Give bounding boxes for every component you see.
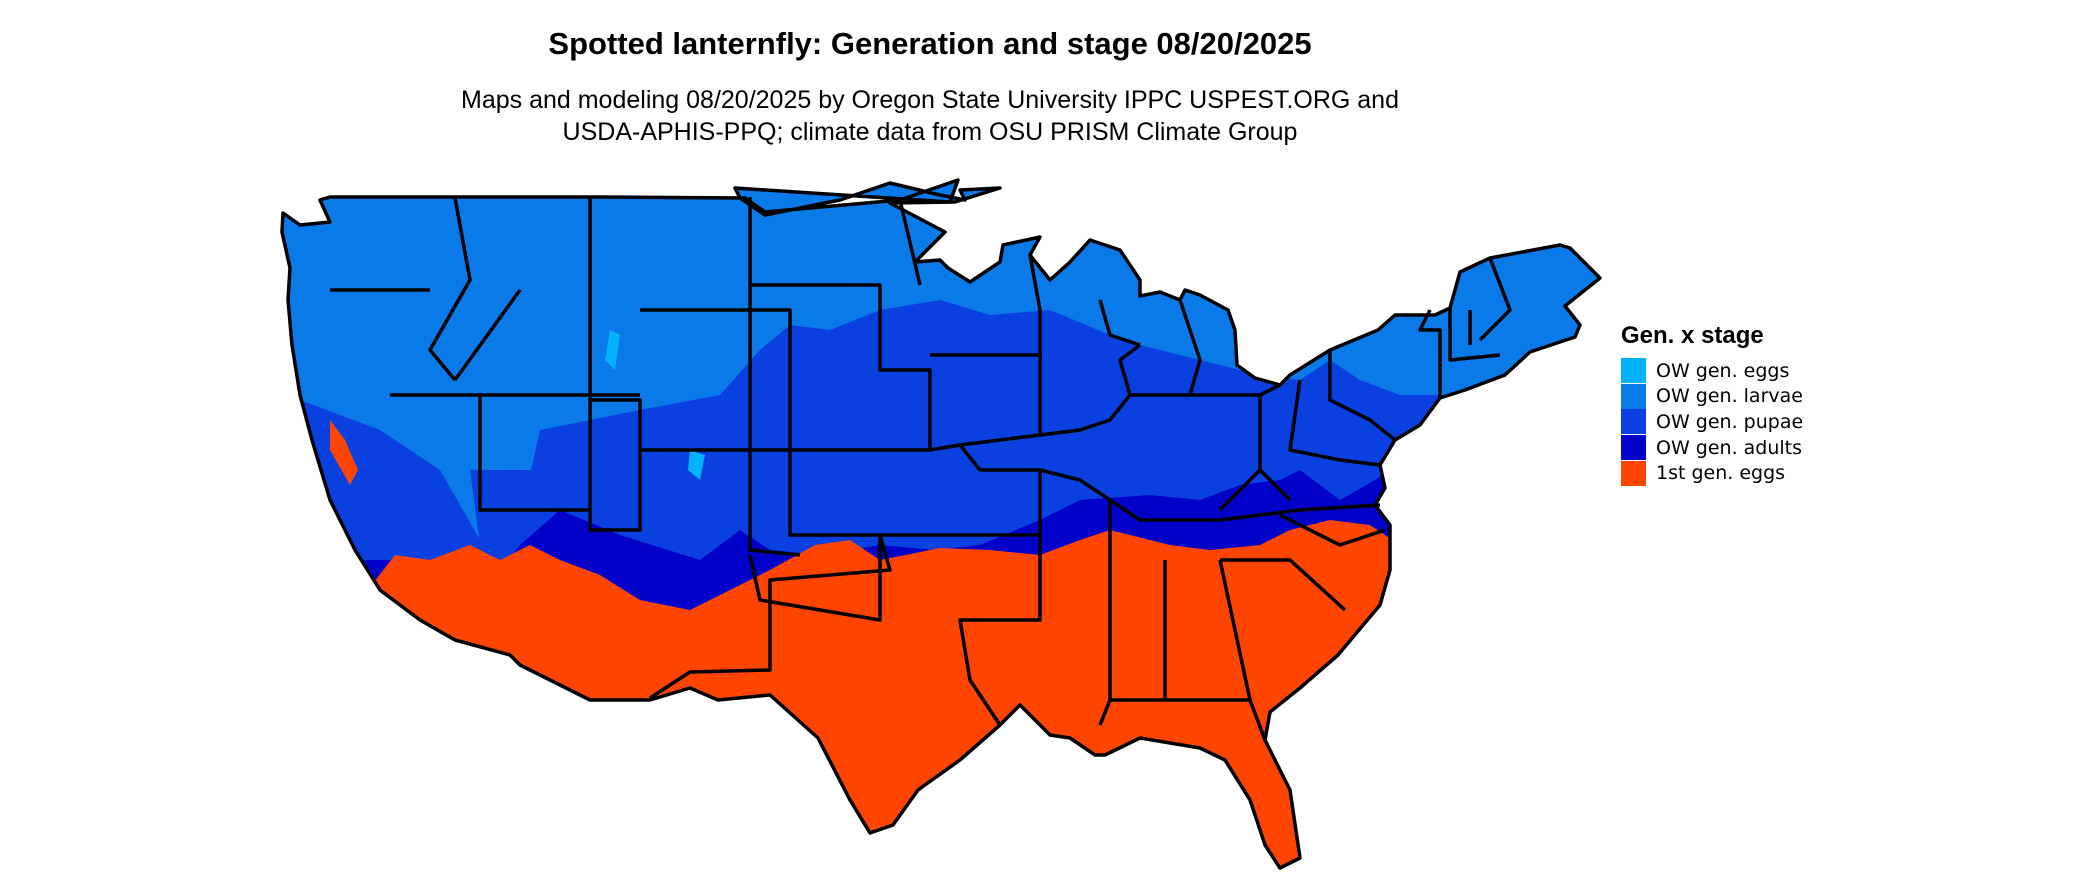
legend: Gen. x stage OW gen. eggs OW gen. larvae O…: [1621, 322, 1803, 486]
zone-sw-pupae: [470, 470, 560, 545]
legend-item: OW gen. larvae: [1621, 383, 1803, 410]
legend-swatch: [1621, 435, 1646, 461]
zone-ow-eggs-rockies: [688, 450, 705, 480]
legend-label: 1st gen. eggs: [1656, 462, 1786, 485]
subtitle-line-1: Maps and modeling 08/20/2025 by Oregon S…: [461, 86, 1399, 114]
legend-swatch: [1621, 460, 1646, 486]
legend-item: OW gen. pupae: [1621, 409, 1803, 435]
legend-label: OW gen. larvae: [1656, 385, 1803, 408]
legend-swatch: [1621, 358, 1646, 384]
legend-label: OW gen. adults: [1656, 436, 1803, 459]
state-boundaries: [280, 178, 1602, 870]
legend-item: 1st gen. eggs: [1621, 460, 1803, 486]
legend-item: OW gen. adults: [1621, 435, 1803, 461]
zone-ca-valley: [330, 420, 358, 485]
map-title: Spotted lanternfly: Generation and stage…: [548, 26, 1312, 61]
legend-swatch: [1621, 409, 1646, 435]
legend-label: OW gen. eggs: [1656, 359, 1790, 382]
legend-title: Gen. x stage: [1621, 322, 1764, 349]
legend-items: OW gen. eggs OW gen. larvae OW gen. pupae O…: [1621, 358, 1803, 486]
stage-zones: [282, 180, 1600, 868]
subtitle-line-2: USDA-APHIS-PPQ; climate data from OSU PR…: [562, 118, 1298, 146]
zone-ow-eggs-wy: [605, 330, 620, 370]
legend-label: OW gen. pupae: [1656, 410, 1804, 433]
legend-swatch: [1621, 383, 1646, 409]
zone-1st-gen-eggs: [282, 520, 1600, 868]
legend-item: OW gen. eggs: [1621, 358, 1803, 384]
map-subtitle: Maps and modeling 08/20/2025 by Oregon S…: [0, 84, 1860, 148]
